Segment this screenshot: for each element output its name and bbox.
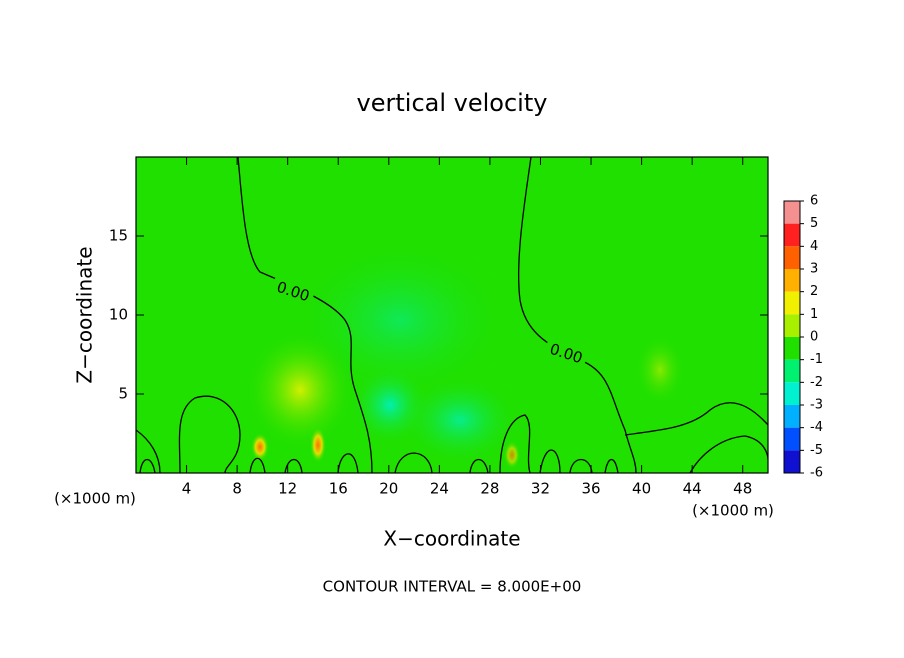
field-blob (635, 335, 685, 405)
colorbar-swatch (784, 405, 800, 428)
field-blob (504, 441, 520, 469)
x-tick-label: 32 (531, 480, 550, 498)
contour-line (178, 395, 241, 473)
colorbar-swatch (784, 201, 800, 224)
contour-line (237, 157, 373, 473)
y-tick-label: 10 (109, 306, 128, 324)
colorbar-label: 3 (810, 262, 818, 277)
colorbar-swatch (784, 269, 800, 292)
colorbar-label: 6 (810, 194, 818, 209)
colorbar-label: -6 (810, 466, 823, 481)
contour-line (689, 435, 768, 473)
colorbar-label: -4 (810, 420, 823, 435)
colorbar-label: -3 (810, 398, 823, 413)
y-unit-label: (×1000 m) (54, 490, 136, 508)
chart-title: vertical velocity (357, 89, 548, 117)
colorbar-label: -1 (810, 352, 823, 367)
contour-line (139, 449, 619, 473)
colorbar-label: 0 (810, 330, 818, 345)
x-tick-label: 40 (632, 480, 651, 498)
colorbar-swatch (784, 246, 800, 269)
colorbar-label: 4 (810, 239, 818, 254)
x-unit-label: (×1000 m) (692, 502, 774, 520)
x-tick-label: 4 (182, 480, 192, 498)
label-gap (543, 337, 589, 369)
field-blob (400, 375, 520, 465)
contour-line (499, 414, 531, 473)
colorbar-swatch (784, 337, 800, 360)
x-tick-label: 20 (379, 480, 398, 498)
x-tick-label: 8 (232, 480, 242, 498)
x-tick-label: 12 (278, 480, 297, 498)
colorbar-label: 5 (810, 216, 818, 231)
contour-line (136, 429, 161, 473)
label-gap (270, 275, 316, 307)
field-blob (245, 330, 355, 450)
colorbar-label: -2 (810, 375, 823, 390)
y-axis-label: Z−coordinate (73, 246, 97, 383)
colorbar-swatch (784, 291, 800, 315)
annotation: CONTOUR INTERVAL = 8.000E+00 (323, 578, 582, 596)
colorbar-swatch (784, 314, 800, 337)
colorbar-frame (783, 200, 801, 474)
colorbar-swatch (784, 223, 800, 247)
colorbar-label: 1 (810, 307, 818, 322)
y-tick-label: 15 (109, 227, 128, 245)
y-tick-label: 5 (118, 385, 128, 403)
field (136, 157, 768, 473)
field-blob (310, 427, 326, 463)
colorbar-label: -5 (810, 443, 823, 458)
x-tick-label: 48 (733, 480, 752, 498)
x-tick-label: 24 (430, 480, 449, 498)
contour-lines (136, 157, 768, 473)
colorbar-swatch (784, 382, 800, 405)
colorbar-label: 2 (810, 284, 818, 299)
x-tick-label: 44 (683, 480, 702, 498)
field-blob (251, 433, 269, 461)
colorbar-swatch (784, 359, 800, 383)
x-tick-label: 28 (480, 480, 499, 498)
colorbar-swatch (784, 450, 800, 473)
x-tick-label: 16 (329, 480, 348, 498)
x-axis-label: X−coordinate (383, 527, 520, 551)
x-tick-label: 36 (581, 480, 600, 498)
contour-line (624, 402, 768, 436)
colorbar-swatch (784, 427, 800, 451)
